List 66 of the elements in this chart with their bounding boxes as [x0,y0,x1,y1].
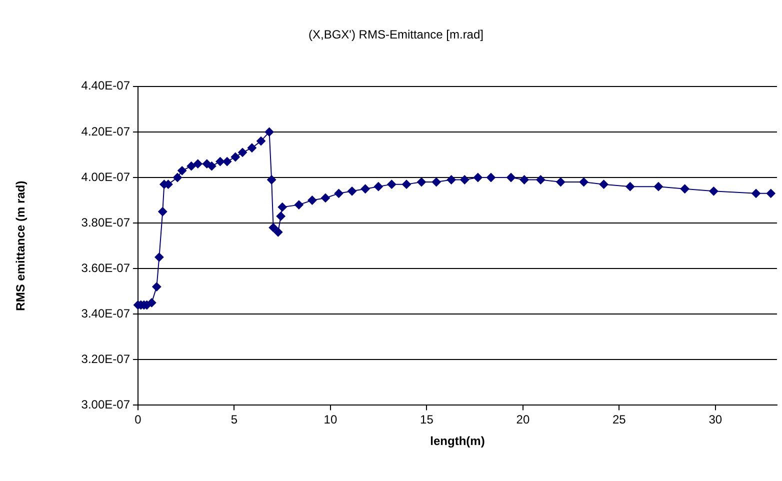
point [556,178,566,187]
y-tick-label: 4.00E-07 [81,170,130,184]
point [256,136,266,146]
point [599,180,608,189]
point [294,200,304,210]
point [320,193,330,202]
point [387,180,396,189]
point [374,182,383,192]
x-tick-label: 15 [420,412,434,427]
point [460,175,470,184]
x-tick-label: 0 [134,412,142,427]
point [172,172,182,182]
point [579,178,588,187]
x-tick-label: 5 [230,412,238,427]
point [446,175,456,184]
x-tick-label: 25 [612,412,626,427]
point [193,159,202,168]
point [222,157,232,166]
chart-title: (X,BGX') RMS-Emittance [m.rad] [308,28,484,42]
point [230,152,240,162]
y-tick-label: 4.20E-07 [81,124,130,138]
y-tick-label: 3.40E-07 [81,306,130,320]
point [238,148,248,157]
point [268,223,278,232]
y-tick-label: 3.20E-07 [81,352,130,366]
point [207,162,216,171]
point [417,178,426,187]
y-tick-label: 3.60E-07 [81,260,130,275]
point [680,184,690,194]
point [626,182,635,192]
point [264,127,274,136]
point [247,143,256,152]
point [709,186,718,196]
point [752,188,761,198]
point [334,188,344,198]
point [520,175,529,184]
point [506,172,516,182]
point [216,157,225,166]
point [486,172,496,182]
point [654,182,663,192]
point [152,282,162,292]
x-tick-label: 20 [516,412,530,427]
point [278,202,287,212]
point [766,188,776,198]
point [186,162,196,171]
point [348,186,357,196]
point [402,180,411,189]
y-tick-label: 3.80E-07 [81,215,130,230]
point [158,207,168,216]
point [147,298,156,308]
point [274,228,283,237]
point [308,196,317,205]
point [536,175,546,184]
point [154,252,164,262]
point [267,175,276,184]
x-tick-label: 30 [708,412,722,427]
y-tick-label: 3.00E-07 [81,398,130,412]
point [276,212,286,221]
point [473,172,482,182]
point [178,166,187,176]
x-axis-title: length(m) [430,434,485,448]
x-tick-label: 10 [324,412,338,427]
y-tick-label: 4.40E-07 [81,78,130,93]
point [360,184,370,194]
point [432,178,441,187]
y-axis-title: RMS emittance (m rad) [14,180,28,311]
